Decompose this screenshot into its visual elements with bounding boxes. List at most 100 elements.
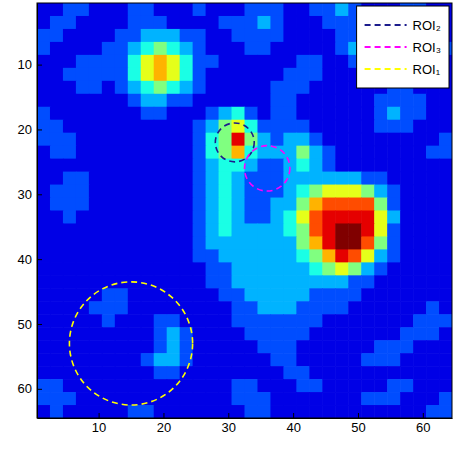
heat-cell <box>426 275 440 289</box>
heat-cell <box>50 159 64 173</box>
heat-cell <box>296 249 310 263</box>
heat-cell <box>102 223 116 237</box>
heat-cell <box>50 379 64 393</box>
heat-cell <box>348 301 362 315</box>
heat-cell <box>387 159 401 173</box>
heat-cell <box>283 379 297 393</box>
heat-cell <box>63 288 77 302</box>
heat-cell <box>309 146 323 160</box>
heat-cell <box>426 133 440 147</box>
heat-cell <box>270 81 284 95</box>
heat-cell <box>400 262 414 276</box>
heat-cell <box>193 3 207 17</box>
heat-cell <box>309 94 323 108</box>
heat-cell <box>206 366 220 380</box>
heat-cell <box>141 379 155 393</box>
heat-cell <box>232 146 246 160</box>
heat-cell <box>141 249 155 263</box>
heat-cell <box>89 236 103 250</box>
heat-cell <box>50 288 64 302</box>
heat-cell <box>193 301 207 315</box>
heat-cell <box>63 29 77 43</box>
heat-cell <box>322 327 336 341</box>
heat-cell <box>206 405 220 418</box>
heat-cell <box>322 314 336 328</box>
heat-cell <box>180 133 194 147</box>
heat-cell <box>206 107 220 121</box>
heat-cell <box>232 42 246 56</box>
heat-cell <box>245 133 259 147</box>
heat-cell <box>219 405 233 418</box>
heat-cell <box>387 392 401 406</box>
heat-cell <box>270 379 284 393</box>
heat-cell <box>245 42 259 56</box>
heat-cell <box>115 133 129 147</box>
heat-cell <box>283 405 297 418</box>
heat-cell <box>76 29 90 43</box>
heat-cell <box>154 146 168 160</box>
heat-cell <box>270 159 284 173</box>
heat-cell <box>50 327 64 341</box>
heat-cell <box>400 327 414 341</box>
heat-cell <box>296 94 310 108</box>
heat-cell <box>413 301 427 315</box>
heat-cell <box>348 236 362 250</box>
heat-cell <box>413 185 427 199</box>
heat-cell <box>128 16 142 30</box>
heat-cell <box>141 16 155 30</box>
heat-cell <box>37 16 51 30</box>
heat-cell <box>50 211 64 225</box>
tick: 40 <box>286 413 300 435</box>
heat-cell <box>167 146 181 160</box>
heat-cell <box>76 249 90 263</box>
heat-cell <box>128 353 142 367</box>
heat-cell <box>439 107 452 121</box>
heat-cell <box>167 94 181 108</box>
heat-cell <box>154 94 168 108</box>
heat-cell <box>374 392 388 406</box>
heat-cell <box>257 94 271 108</box>
heat-cell <box>335 146 349 160</box>
heat-cell <box>50 198 64 212</box>
heat-cell <box>76 314 90 328</box>
heat-cell <box>180 81 194 95</box>
heat-cell <box>335 301 349 315</box>
heat-cell <box>37 120 51 134</box>
heat-cell <box>141 133 155 147</box>
heat-cell <box>180 16 194 30</box>
heat-cell <box>322 366 336 380</box>
heat-cell <box>257 405 271 418</box>
legend-item: ROI₂ <box>365 18 441 33</box>
heat-cell <box>206 236 220 250</box>
heat-cell <box>180 185 194 199</box>
heat-cell <box>193 262 207 276</box>
heat-cell <box>193 55 207 69</box>
heat-cell <box>232 379 246 393</box>
heat-cell <box>296 327 310 341</box>
heat-cell <box>283 3 297 17</box>
heat-cell <box>193 327 207 341</box>
heat-cell <box>167 81 181 95</box>
heat-cell <box>141 68 155 82</box>
heat-cell <box>206 133 220 147</box>
heat-cell <box>439 340 452 354</box>
heat-cell <box>115 107 129 121</box>
tick-mark <box>423 413 424 418</box>
heat-cell <box>245 327 259 341</box>
legend-swatch <box>365 24 407 26</box>
heat-cell <box>167 314 181 328</box>
heat-cell <box>245 107 259 121</box>
heat-cell <box>426 327 440 341</box>
heat-cell <box>206 392 220 406</box>
heat-cell <box>206 211 220 225</box>
heat-cell <box>193 185 207 199</box>
heat-cell <box>387 405 401 418</box>
heat-cell <box>167 172 181 186</box>
heat-cell <box>232 55 246 69</box>
heat-cell <box>361 301 375 315</box>
heat-cell <box>219 133 233 147</box>
heat-cell <box>63 379 77 393</box>
heat-cell <box>193 81 207 95</box>
heat-cell <box>283 340 297 354</box>
heat-cell <box>348 133 362 147</box>
